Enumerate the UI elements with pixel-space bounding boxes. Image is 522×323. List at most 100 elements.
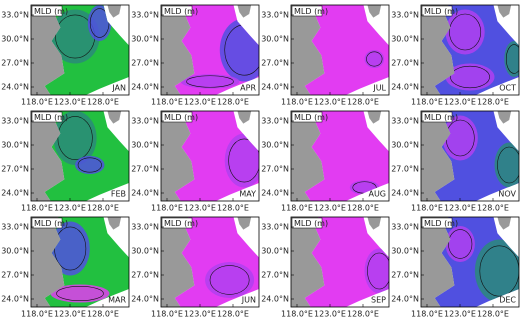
y-tick-label: 27.0°N [391,271,419,280]
frame [30,110,130,202]
land [421,111,455,201]
month-label: AUG [368,190,386,199]
label-box [161,217,193,229]
map-panel: MLD (m) JUL 33.0°N 30.0°N 27.0°N 24.0°N 118.0°… [261,4,390,107]
contour [449,13,482,51]
contour [209,265,250,295]
month-label: SEP [371,296,386,305]
label-box [421,5,453,17]
x-tick-label: 118.0°E [151,98,183,107]
contour [57,116,93,160]
frame [290,4,390,96]
map-panel: MLD (m) NOV 33.0°N 30.0°N 27.0°N 24.0°N 118.0°… [391,110,520,213]
overlay [50,221,110,303]
y-tick-label: 24.0°N [1,83,29,92]
panel-label: MLD (m) [34,7,68,16]
x-tick-label: 123.0°E [184,310,216,319]
x-tick-label: 118.0°E [21,204,53,213]
mld-region [75,156,105,174]
contour [448,229,473,259]
map-panel: MLD (m) JUN 33.0°N 30.0°N 27.0°N 24.0°N 118.0°… [131,216,260,319]
panel-label: MLD (m) [34,219,68,228]
y-tick-label: 27.0°N [1,165,29,174]
map-panel: MLD (m) OCT 33.0°N 30.0°N 27.0°N 24.0°N 118.0°… [391,4,520,107]
overlay [50,5,112,64]
frame [290,216,390,308]
contour [77,157,102,173]
land [291,5,325,95]
map-panel: MLD (m) SEP 33.0°N 30.0°N 27.0°N 24.0°N 118.0°… [261,216,390,319]
month-label: MAY [239,190,256,199]
panel-label: MLD (m) [424,219,458,228]
x-tick-label: 123.0°E [314,310,346,319]
land [31,217,65,307]
x-tick-label: 118.0°E [21,98,53,107]
overlay [445,9,519,91]
label-box [31,5,63,17]
overlay [364,248,389,294]
y-tick-label: 24.0°N [131,295,159,304]
y-tick-label: 33.0°N [261,11,289,20]
y-tick-label: 33.0°N [391,117,419,126]
land [107,111,122,124]
mld-region [219,18,259,82]
label-box [291,217,323,229]
map-panel: MLD (m) MAY 33.0°N 30.0°N 27.0°N 24.0°N 118.0°… [131,110,260,213]
frame [160,110,260,202]
month-label: APR [240,84,256,93]
overlay [205,262,255,298]
x-tick-label: 123.0°E [444,98,476,107]
contour [367,252,389,290]
y-tick-label: 30.0°N [391,35,419,44]
y-tick-label: 27.0°N [131,165,159,174]
contour [89,8,110,38]
frame [30,216,130,308]
sea [304,5,389,95]
x-tick-label: 123.0°E [444,204,476,213]
month-label: OCT [499,84,516,93]
land [367,5,382,18]
x-tick-label: 128.0°E [87,310,119,319]
label-box [31,217,63,229]
y-tick-label: 33.0°N [131,117,159,126]
mld-region [364,248,389,294]
y-tick-label: 30.0°N [261,247,289,256]
map-panel: MLD (m) APR 33.0°N 30.0°N 27.0°N 24.0°N 118.0°… [131,4,260,107]
mld-region [53,111,97,165]
x-tick-label: 123.0°E [444,310,476,319]
contour [186,75,234,88]
y-tick-label: 27.0°N [1,271,29,280]
frame [420,4,520,96]
contour [497,146,519,184]
y-tick-label: 24.0°N [131,83,159,92]
y-tick-label: 27.0°N [1,59,29,68]
y-tick-label: 30.0°N [261,141,289,150]
overlay [445,226,519,303]
frame [420,110,520,202]
month-label: JAN [111,84,126,93]
label-box [31,111,63,123]
x-tick-label: 118.0°E [21,310,53,319]
land [107,217,122,230]
mld-region [494,142,519,188]
frame [30,4,130,96]
panel-label: MLD (m) [164,113,198,122]
land [237,111,252,124]
month-label: JUN [241,296,256,305]
mld-region [445,226,475,262]
contour [228,138,259,183]
panel-label: MLD (m) [294,7,328,16]
land [367,111,382,124]
panel-label: MLD (m) [424,113,458,122]
land [161,217,195,307]
land [497,111,512,124]
sea [304,111,389,201]
x-tick-label: 128.0°E [347,204,379,213]
x-tick-label: 123.0°E [314,98,346,107]
land [161,111,195,201]
y-tick-label: 30.0°N [131,35,159,44]
y-tick-label: 27.0°N [131,271,159,280]
y-tick-label: 27.0°N [391,165,419,174]
map-panel: MLD (m) FEB 33.0°N 30.0°N 27.0°N 24.0°N 118.0°… [1,110,130,213]
x-tick-label: 118.0°E [151,204,183,213]
